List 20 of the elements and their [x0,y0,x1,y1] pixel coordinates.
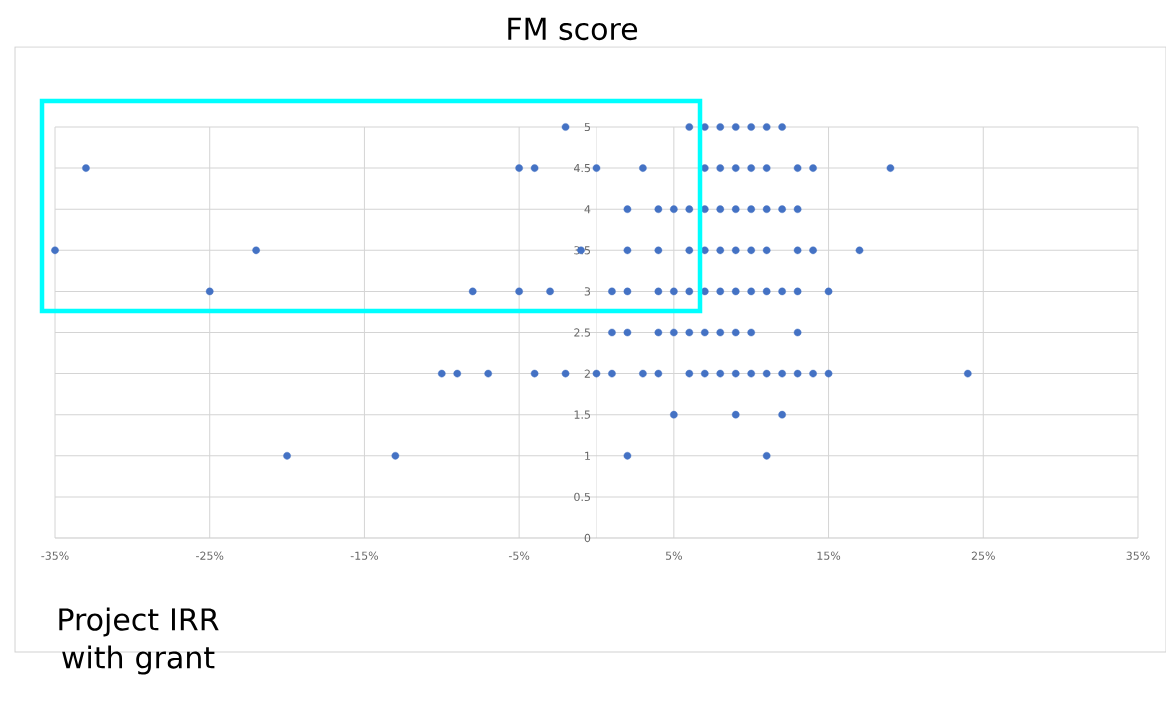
x-tick-label: 25% [971,551,995,560]
x-tick-label: -35% [41,551,69,560]
y-tick-label: 2.5 [574,328,590,337]
x-tick-label: -25% [196,551,224,560]
x-axis-title: Project IRR with grant [59,607,219,675]
y-tick-label: 1.5 [574,410,590,419]
y-tick-label: 1 [585,451,590,460]
x-tick-label: 5% [665,551,682,560]
y-tick-label: 5 [584,122,590,132]
y-tick-label: 4.5 [574,164,590,173]
x-tick-label: -5% [508,551,530,560]
x-tick-label: -15% [350,551,379,560]
y-tick-label: 4 [584,205,591,214]
y-tick-label: 0.5 [574,492,590,502]
y-axis-title: FM score [508,17,638,41]
y-tick-label: 2 [584,369,590,378]
x-tick-label: 15% [817,551,841,560]
y-tick-label: 3 [584,287,591,296]
y-tick-label: 0 [584,533,591,543]
x-tick-label: 35% [1126,551,1150,560]
